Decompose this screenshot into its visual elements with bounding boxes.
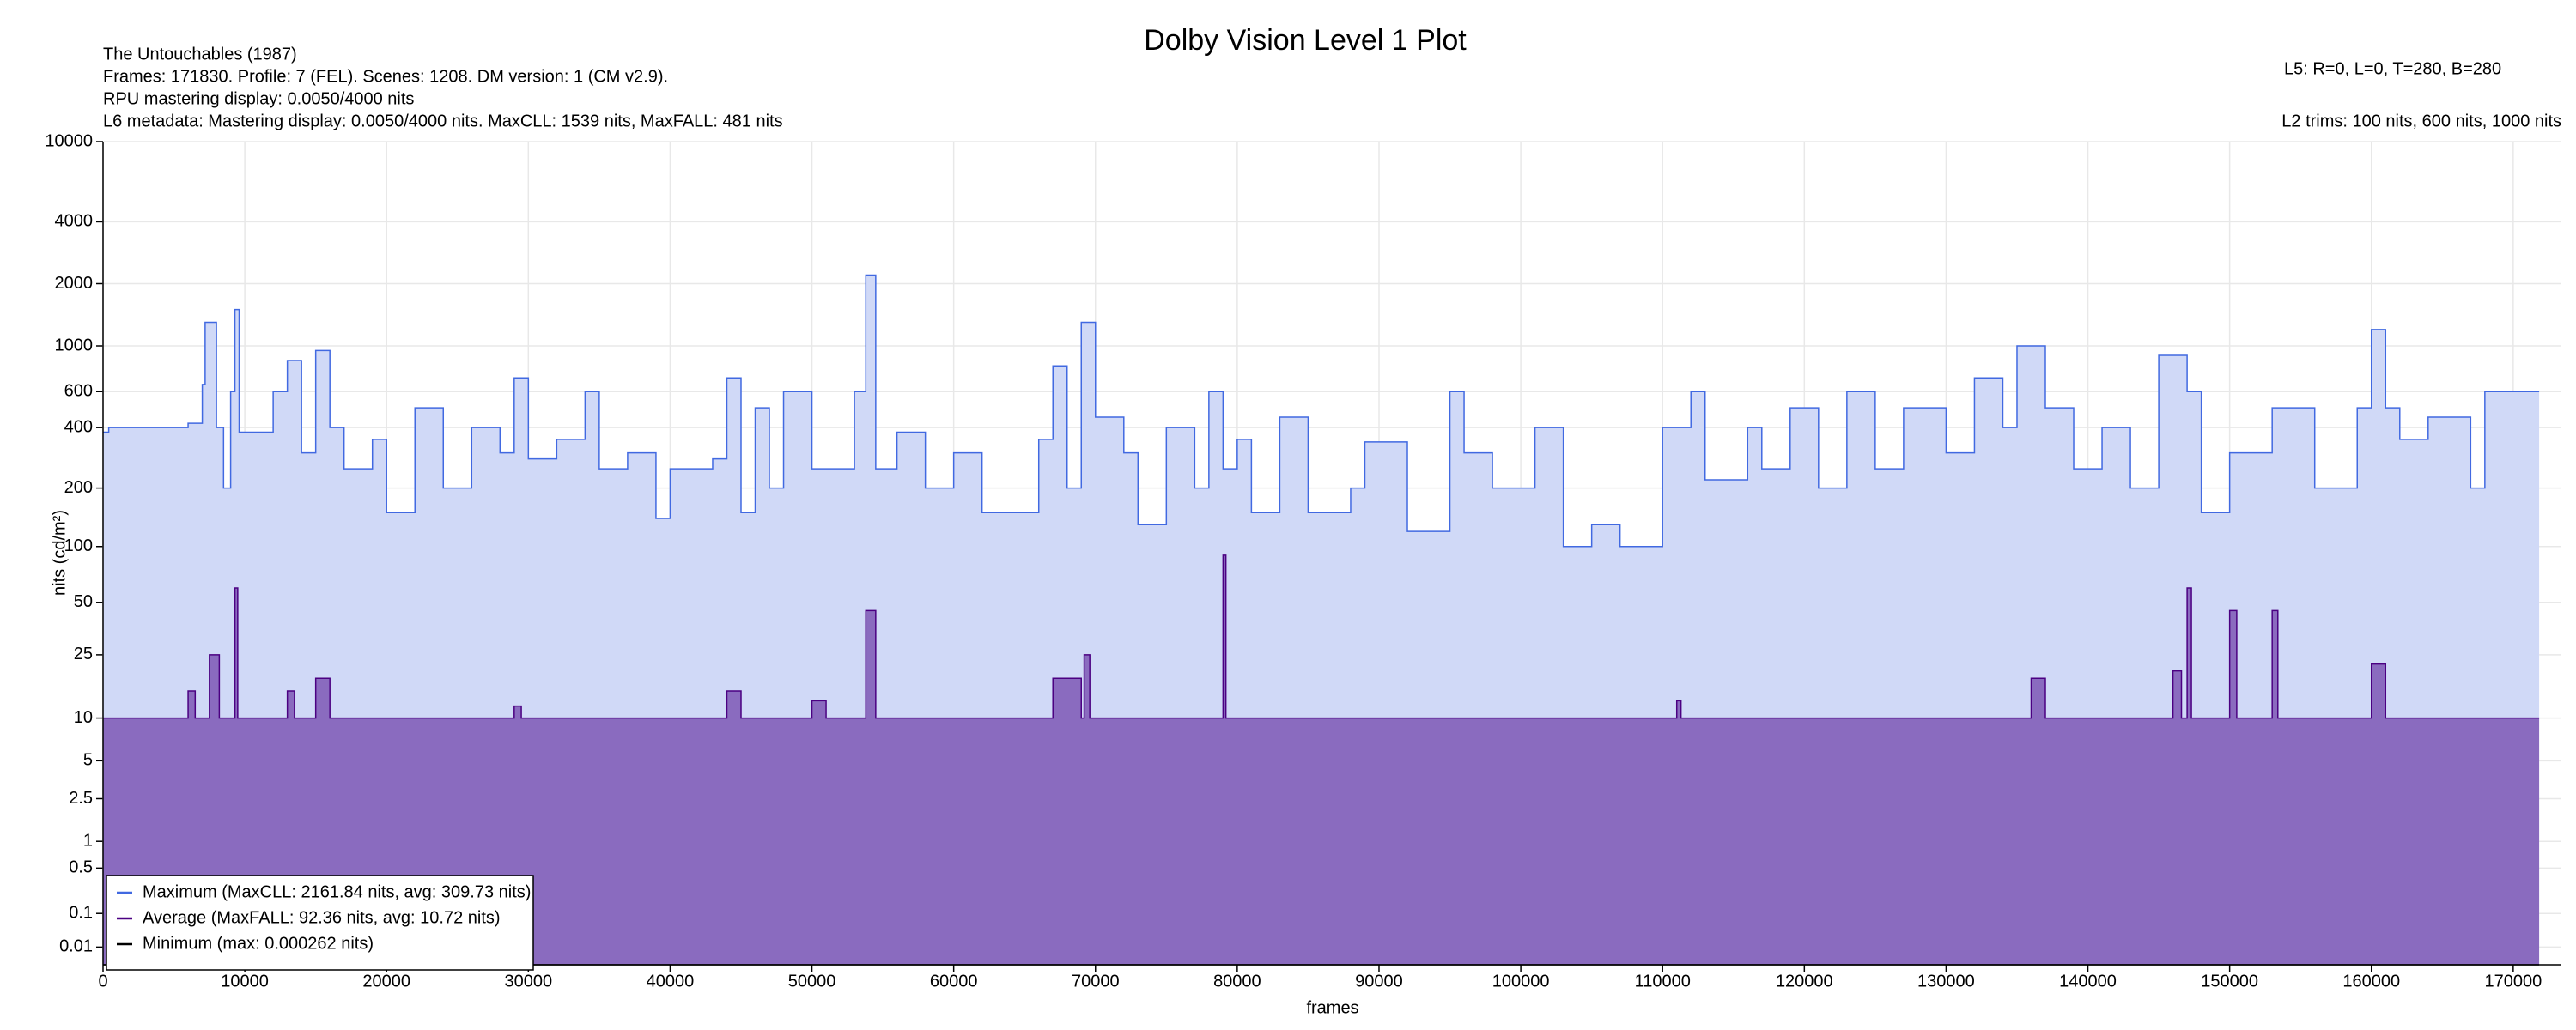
x-tick-label: 60000 (930, 972, 978, 991)
y-tick-label: 5 (83, 751, 93, 770)
y-tick-label: 4000 (55, 212, 94, 231)
info-text: L6 metadata: Mastering display: 0.0050/4… (103, 112, 783, 130)
y-tick-label: 600 (64, 382, 93, 401)
y-tick-label: 10 (74, 708, 93, 727)
x-tick-label: 110000 (1635, 972, 1691, 991)
y-tick-label: 25 (74, 645, 93, 663)
x-tick-label: 20000 (362, 972, 410, 991)
y-tick-label: 10000 (45, 131, 93, 150)
info-text: The Untouchables (1987) (103, 45, 297, 64)
y-tick-label: 0.01 (59, 937, 93, 956)
x-axis-label: frames (1306, 998, 1358, 1017)
x-tick-label: 120000 (1776, 972, 1833, 991)
info-text: L5: R=0, L=0, T=280, B=280 (2284, 59, 2501, 78)
x-tick-label: 50000 (788, 972, 836, 991)
y-tick-label: 0.5 (69, 858, 93, 877)
x-tick-label: 10000 (221, 972, 269, 991)
chart-title: Dolby Vision Level 1 Plot (1144, 24, 1467, 57)
y-tick-label: 0.1 (69, 904, 93, 923)
x-tick-label: 150000 (2201, 972, 2258, 991)
legend-label: Average (MaxFALL: 92.36 nits, avg: 10.72… (143, 908, 501, 927)
y-tick-label: 400 (64, 417, 93, 436)
series-line (103, 554, 2540, 719)
y-tick-label: 2.5 (69, 789, 93, 808)
info-text: L2 trims: 100 nits, 600 nits, 1000 nits (2281, 112, 2561, 130)
x-tick-label: 160000 (2342, 972, 2400, 991)
series-line (103, 274, 2540, 548)
x-tick-label: 0 (98, 972, 107, 991)
legend-label: Minimum (max: 0.000262 nits) (143, 934, 374, 953)
y-tick-label: 2000 (55, 274, 94, 293)
series-area (103, 554, 2540, 965)
legend-box (106, 875, 534, 971)
x-tick-label: 80000 (1213, 972, 1261, 991)
y-tick-label: 1000 (55, 336, 94, 354)
legend-label: Maximum (MaxCLL: 2161.84 nits, avg: 309.… (143, 882, 531, 901)
y-tick-label: 100 (64, 536, 93, 555)
info-text: RPU mastering display: 0.0050/4000 nits (103, 89, 414, 108)
x-tick-label: 100000 (1492, 972, 1550, 991)
y-tick-label: 200 (64, 478, 93, 497)
x-tick-label: 170000 (2484, 972, 2542, 991)
x-tick-label: 40000 (647, 972, 695, 991)
y-tick-label: 1 (83, 831, 93, 850)
y-axis-label: nits (cd/m²) (50, 510, 69, 596)
info-text: Frames: 171830. Profile: 7 (FEL). Scenes… (103, 67, 668, 86)
y-tick-label: 50 (74, 592, 93, 611)
x-tick-label: 140000 (2059, 972, 2117, 991)
x-tick-label: 70000 (1072, 972, 1120, 991)
x-tick-label: 90000 (1355, 972, 1403, 991)
x-tick-label: 130000 (1917, 972, 1975, 991)
x-tick-label: 30000 (505, 972, 553, 991)
